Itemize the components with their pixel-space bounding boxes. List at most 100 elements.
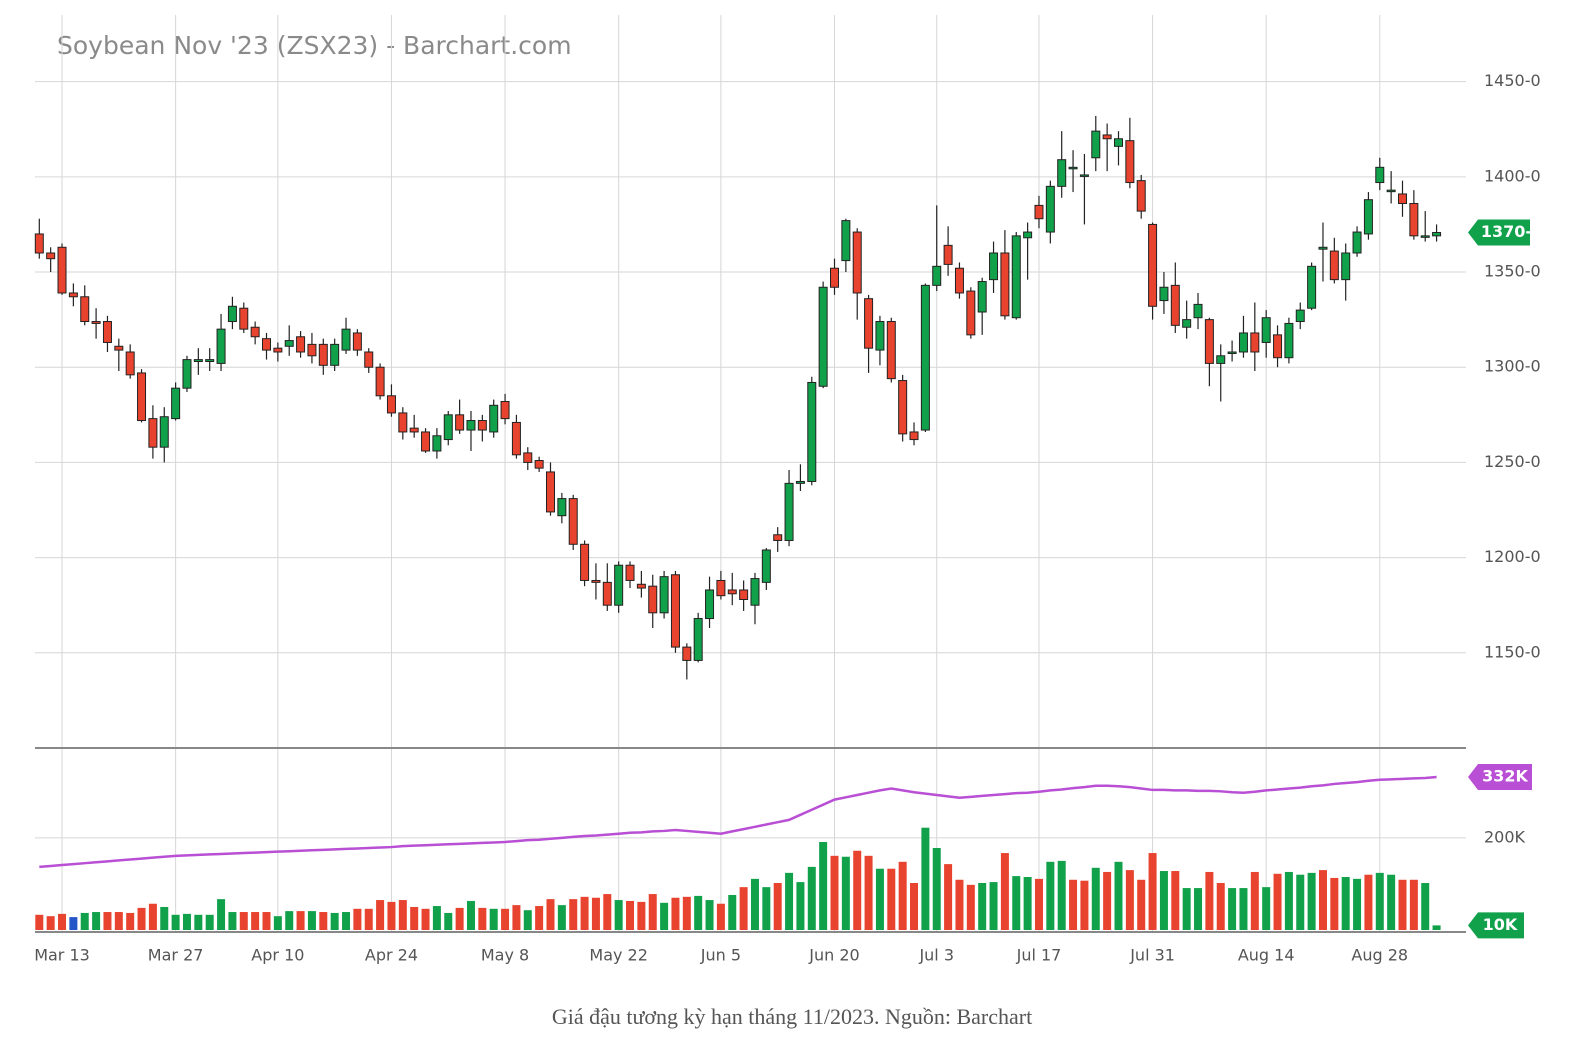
- volume-bar: [875, 868, 884, 930]
- candle-body: [91, 321, 101, 324]
- volume-bar: [148, 903, 157, 930]
- x-tick-label: Mar 13: [34, 946, 90, 965]
- volume-bar: [160, 906, 169, 930]
- candle-body: [386, 395, 396, 414]
- candle-body: [137, 372, 147, 422]
- candle-body: [375, 366, 385, 397]
- x-tick-label: May 22: [589, 946, 648, 965]
- volume-bar: [1228, 888, 1237, 930]
- volume-bar: [1125, 870, 1134, 930]
- volume-bar: [69, 917, 78, 930]
- volume-bar: [171, 914, 180, 930]
- candle-body: [977, 281, 987, 313]
- candle-body: [1227, 351, 1237, 354]
- volume-bar: [944, 864, 953, 930]
- volume-bar: [523, 910, 532, 930]
- candle-body: [284, 340, 294, 347]
- candle-body: [1204, 319, 1214, 364]
- volume-bar: [103, 912, 112, 930]
- candle-body: [193, 359, 203, 363]
- volume-bar: [830, 855, 839, 930]
- candle-body: [580, 543, 590, 581]
- candle-body: [1386, 189, 1396, 193]
- volume-bar: [1034, 878, 1043, 930]
- volume-bar: [887, 868, 896, 930]
- volume-bar: [296, 911, 305, 930]
- candle-body: [1079, 174, 1089, 177]
- candle-body: [932, 265, 942, 286]
- y-tick-label: 1300-0: [1484, 357, 1541, 376]
- candle-body: [1329, 250, 1339, 281]
- volume-bar: [1296, 874, 1305, 930]
- candle-body: [443, 414, 453, 441]
- candle-body: [318, 343, 328, 366]
- candle-body: [364, 351, 374, 368]
- candle-body: [1307, 265, 1317, 309]
- candle-body: [864, 298, 874, 349]
- y-tick-label: 1350-0: [1484, 262, 1541, 281]
- marks-layer: [34, 115, 1532, 939]
- volume-bar: [1353, 878, 1362, 930]
- candle-body: [57, 246, 67, 294]
- candle-body: [1284, 322, 1294, 359]
- last-average-label: 332K: [1482, 767, 1528, 786]
- volume-bar: [626, 900, 635, 930]
- volume-bar: [773, 883, 782, 930]
- volume-bar: [1318, 870, 1327, 930]
- volume-bar: [989, 882, 998, 930]
- caption: Giá đậu tương kỳ hạn tháng 11/2023. Nguồ…: [552, 1004, 1032, 1029]
- candle-body: [1011, 235, 1021, 319]
- volume-bar: [716, 903, 725, 930]
- candle-body: [477, 420, 487, 431]
- volume-bar: [1262, 887, 1271, 930]
- volume-bar: [1182, 888, 1191, 930]
- candle-body: [784, 482, 794, 541]
- chart-title: Soybean Nov '23 (ZSX23) - Barchart.com: [57, 31, 572, 60]
- volume-bar: [1375, 872, 1384, 930]
- volume-bar: [853, 850, 862, 930]
- volume-bar: [398, 900, 407, 930]
- volume-bar: [535, 906, 544, 930]
- volume-bar: [1364, 874, 1373, 930]
- volume-bar: [330, 912, 339, 930]
- candle-body: [739, 589, 749, 600]
- candle-body: [1409, 202, 1419, 237]
- candle-body: [636, 583, 646, 589]
- candle-body: [307, 343, 317, 357]
- candle-body: [171, 387, 181, 420]
- volume-bar: [728, 894, 737, 930]
- candle-body: [898, 380, 908, 435]
- candle-body: [1057, 159, 1067, 187]
- volume-bar: [694, 895, 703, 930]
- candle-body: [750, 578, 760, 606]
- last-volume-label: 10K: [1483, 915, 1518, 934]
- volume-bar: [1205, 871, 1214, 930]
- volume-bar: [557, 905, 566, 930]
- volume-bar: [898, 861, 907, 930]
- candle-body: [614, 564, 624, 606]
- volume-bar: [955, 879, 964, 930]
- candle-body: [489, 404, 499, 433]
- volume-bar: [1023, 877, 1032, 930]
- volume-bar: [1159, 871, 1168, 930]
- candle-body: [1136, 180, 1146, 212]
- candle-body: [591, 579, 601, 583]
- volume-bar: [750, 878, 759, 930]
- candle-body: [330, 343, 340, 366]
- volume-bar: [387, 901, 396, 930]
- volume-bar: [217, 899, 226, 930]
- candle-body: [1273, 334, 1283, 359]
- candle-body: [727, 589, 737, 595]
- candle-body: [432, 435, 442, 452]
- labels-layer: Mar 13 Mar 27 Apr 10 Apr 24 May 8 May 22 Jun 5…: [34, 71, 1543, 964]
- x-tick-label: Aug 14: [1238, 946, 1295, 965]
- candle-body: [795, 480, 805, 484]
- y-tick-label: 1200-0: [1484, 547, 1541, 566]
- candle-body: [1318, 246, 1328, 250]
- candle-body: [262, 338, 271, 351]
- candle-body: [989, 252, 999, 281]
- candle-body: [841, 220, 851, 262]
- candle-body: [920, 284, 930, 431]
- volume-bar: [512, 905, 521, 930]
